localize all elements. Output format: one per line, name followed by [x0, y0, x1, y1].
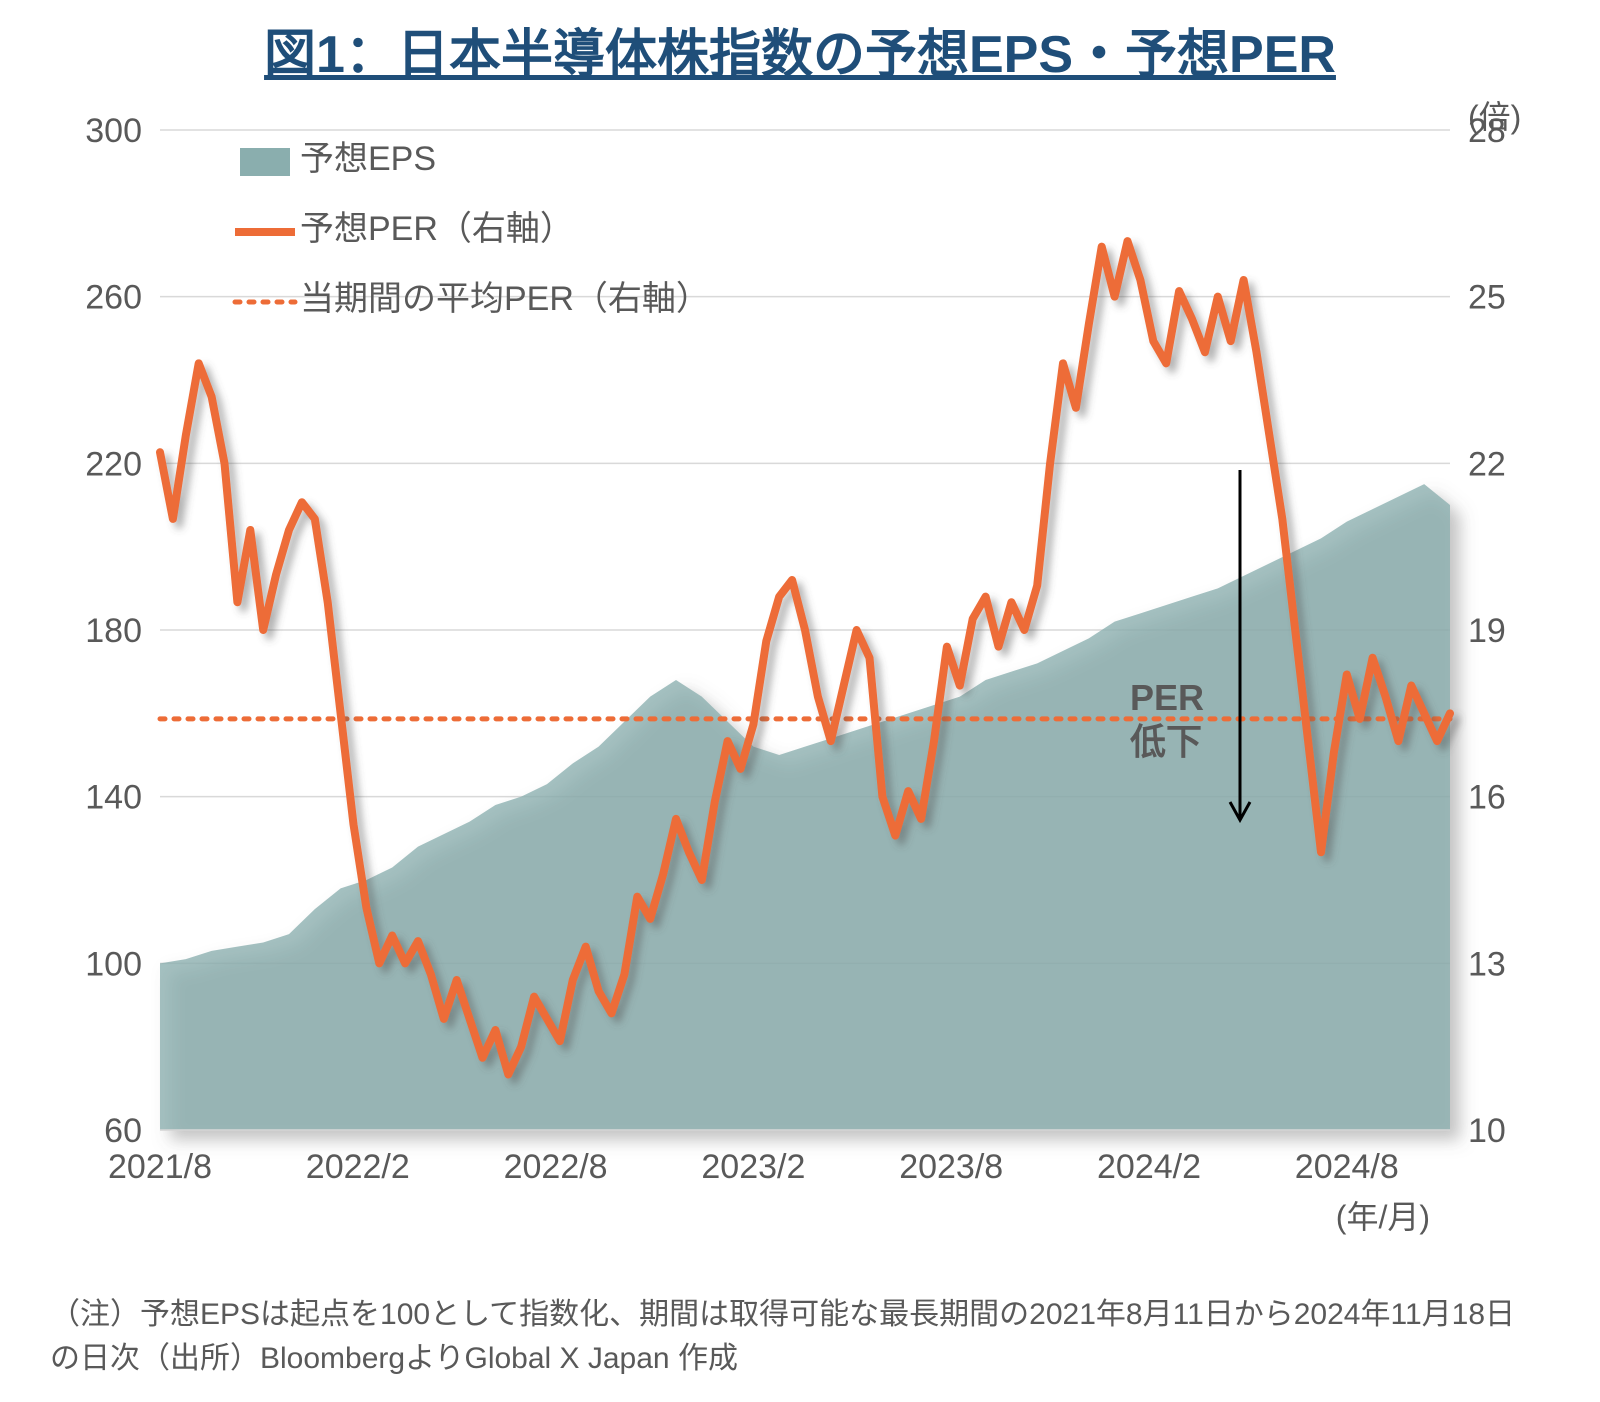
- y-left-tick: 180: [85, 612, 142, 650]
- x-tick: 2021/8: [108, 1148, 212, 1186]
- chart-container: 6010014018022026030010131619222528(倍)202…: [40, 100, 1560, 1270]
- x-tick: 2022/8: [504, 1148, 608, 1186]
- legend-label: 予想PER（右軸）: [300, 210, 574, 248]
- y-left-tick: 60: [104, 1112, 142, 1150]
- chart-title: 図1：日本半導体株指数の予想EPS・予想PER: [0, 0, 1600, 87]
- y-right-tick: 22: [1468, 445, 1506, 483]
- y-right-tick: 16: [1468, 779, 1506, 817]
- y-left-tick: 220: [85, 445, 142, 483]
- x-tick: 2023/2: [701, 1148, 805, 1186]
- legend-swatch-area: [240, 148, 290, 176]
- y-left-tick: 260: [85, 279, 142, 317]
- chart-footnote: （注）予想EPSは起点を100として指数化、期間は取得可能な最長期間の2021年…: [50, 1293, 1520, 1380]
- y-right-tick: 25: [1468, 279, 1506, 317]
- annotation-text: PER: [1130, 677, 1204, 718]
- legend-label: 予想EPS: [300, 140, 436, 178]
- x-tick: 2024/2: [1097, 1148, 1201, 1186]
- annotation-text: 低下: [1130, 721, 1202, 762]
- x-tick: 2023/8: [899, 1148, 1003, 1186]
- y-right-tick: 13: [1468, 945, 1506, 983]
- x-tick: 2024/8: [1295, 1148, 1399, 1186]
- chart-svg: 6010014018022026030010131619222528(倍)202…: [40, 100, 1560, 1270]
- x-tick: 2022/2: [306, 1148, 410, 1186]
- y-left-tick: 300: [85, 112, 142, 150]
- x-axis-unit: (年/月): [1336, 1199, 1430, 1235]
- y-right-tick: 10: [1468, 1112, 1506, 1150]
- legend-label: 当期間の平均PER（右軸）: [300, 280, 710, 318]
- y-right-unit: (倍): [1468, 100, 1521, 135]
- y-right-tick: 19: [1468, 612, 1506, 650]
- y-left-tick: 140: [85, 779, 142, 817]
- y-left-tick: 100: [85, 945, 142, 983]
